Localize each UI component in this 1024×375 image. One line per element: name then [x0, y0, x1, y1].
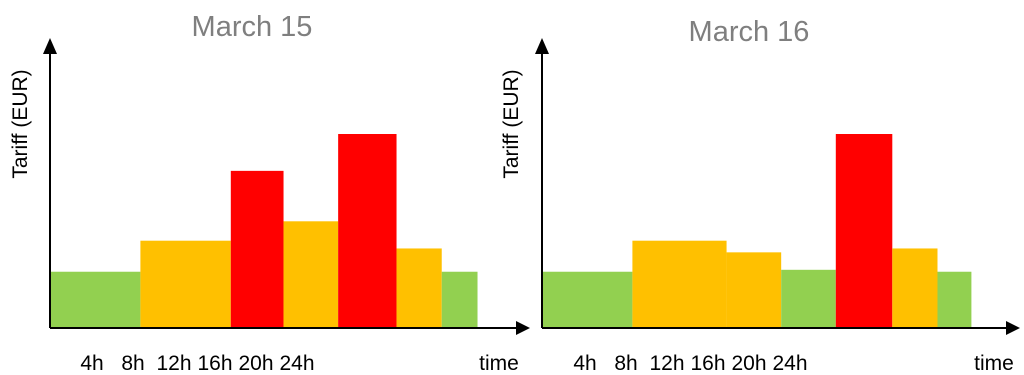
x-tick-label: 12h [156, 352, 191, 375]
bar-3 [781, 269, 836, 328]
x-tick-label: 12h [649, 352, 684, 375]
bar-0 [50, 271, 141, 328]
bars-group [50, 134, 478, 328]
x-axis-arrow [516, 321, 530, 335]
x-axis-label: time [479, 352, 519, 375]
x-tick-label: 24h [279, 352, 314, 375]
x-tick-labels: 4h 8h 12h 16h 20h 24h [80, 352, 314, 375]
x-axis-arrow [1006, 321, 1020, 335]
x-tick-labels: 4h 8h 12h 16h 20h 24h [573, 352, 807, 375]
x-tick-label: 16h [690, 352, 725, 375]
bar-2 [230, 170, 284, 328]
chart-panel-march-16: March 16 Tariff (EUR) 4h 8h 12h 16h 20h 24h t… [500, 16, 1020, 375]
bar-4 [835, 134, 893, 328]
x-tick-label: 8h [614, 352, 637, 375]
chart-title: March 15 [192, 11, 313, 43]
x-axis-label: time [974, 352, 1014, 375]
y-axis-arrow [535, 38, 549, 54]
bar-5 [892, 248, 938, 328]
y-axis-label: Tariff (EUR) [9, 69, 32, 178]
bar-0 [542, 271, 633, 328]
chart-panel-march-15: March 15 Tariff (EUR) 4h 8h 12h 16h 20h 24h t… [9, 11, 530, 375]
x-tick-label: 20h [238, 352, 273, 375]
x-tick-label: 4h [80, 352, 103, 375]
x-tick-label: 20h [731, 352, 766, 375]
bar-5 [396, 248, 442, 328]
bar-2 [726, 252, 782, 328]
y-axis-label: Tariff (EUR) [500, 69, 523, 178]
y-axis-arrow [43, 38, 57, 54]
bar-1 [140, 240, 231, 328]
axes-group [535, 38, 1020, 335]
x-tick-label: 8h [121, 352, 144, 375]
chart-title: March 16 [689, 16, 810, 48]
bars-group [542, 134, 972, 328]
axes-group [43, 38, 530, 335]
x-tick-label: 16h [197, 352, 232, 375]
bar-6 [441, 271, 478, 328]
x-tick-label: 24h [772, 352, 807, 375]
bar-3 [283, 221, 339, 328]
bar-1 [632, 240, 727, 328]
bar-6 [937, 271, 972, 328]
x-tick-label: 4h [573, 352, 596, 375]
bar-4 [338, 134, 397, 328]
